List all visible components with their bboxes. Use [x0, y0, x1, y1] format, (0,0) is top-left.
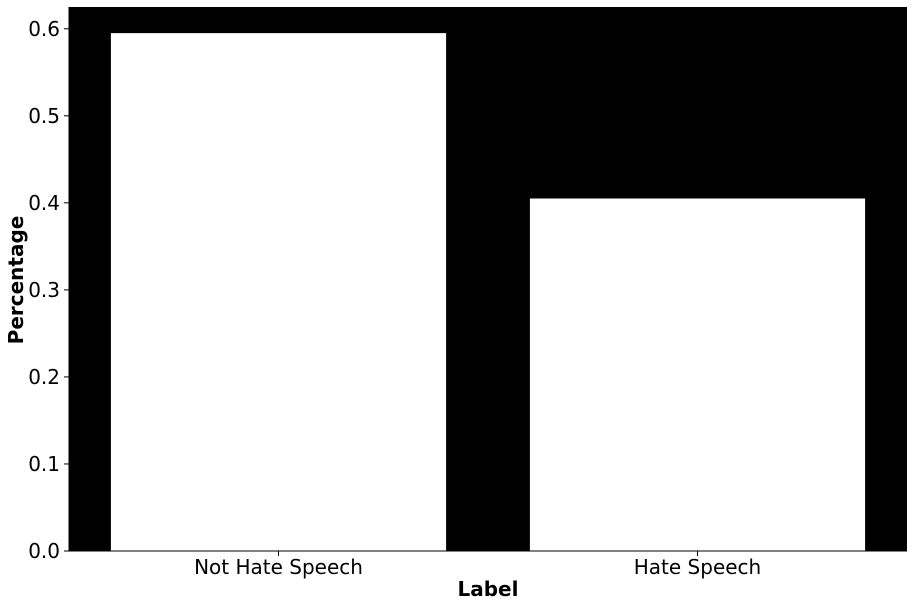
y-tick-label: 0.1 [28, 452, 60, 476]
y-tick-label: 0.4 [28, 191, 60, 215]
y-tick-label: 0.3 [28, 278, 60, 302]
x-axis-title: Label [458, 577, 519, 601]
bar-0 [110, 33, 447, 551]
y-tick-label: 0.5 [28, 104, 60, 128]
y-axis: 0.0 0.1 0.2 0.3 0.4 0.5 0.6 [28, 7, 70, 563]
y-tick-label: 0.0 [28, 539, 60, 563]
x-axis: Not Hate Speech Hate Speech [69, 550, 907, 579]
bar-1 [529, 198, 866, 551]
y-tick-label: 0.2 [28, 365, 60, 389]
y-tick-label: 0.6 [28, 17, 60, 41]
bars-group [110, 33, 866, 551]
x-tick-label: Hate Speech [634, 555, 761, 579]
x-tick-label: Not Hate Speech [194, 555, 363, 579]
y-axis-title: Percentage [4, 216, 28, 345]
